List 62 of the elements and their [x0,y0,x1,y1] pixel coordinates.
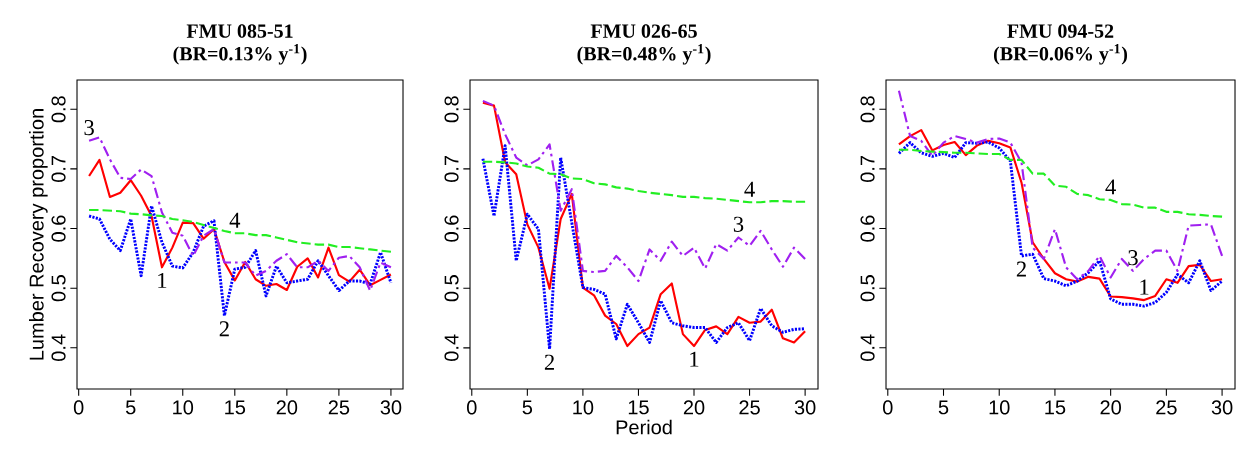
y-tick-label: 0.6 [444,215,459,242]
chart-subtitle: (BR=0.06% y$^{-1}$) [993,44,1128,65]
y-tick-label: 0.8 [51,96,66,123]
x-tick-label: 0 [73,400,84,415]
x-tick-label: 5 [938,400,949,415]
annotation: 3 [84,120,94,136]
annotation: 4 [1105,179,1116,195]
line-series [897,89,1224,281]
y-tick-label: 0.6 [51,215,66,242]
x-tick-label: 30 [380,400,402,415]
annotation: 4 [229,212,241,228]
annotation: 2 [219,321,229,337]
x-tick-label: 5 [522,400,533,415]
y-tick-label: 0.7 [860,155,875,183]
chart-title: FMU 094-52 [1007,24,1114,38]
annotation: 2 [1016,261,1026,277]
x-tick-label: 15 [225,400,246,415]
x-tick-label: 25 [1156,400,1177,415]
x-tick-label: 25 [739,400,760,415]
y-tick-label: 0.5 [51,275,66,302]
chart-subtitle: (BR=0.48% y$^{-1}$) [577,44,711,65]
y-tick-label: 0.8 [444,96,459,123]
annotation: 4 [744,181,755,197]
x-tick-label: 0 [883,400,893,415]
line-series [87,204,393,318]
y-tick-label: 0.4 [51,334,66,361]
x-tick-label: 20 [276,400,298,415]
x-tick-label: 30 [1211,400,1233,415]
y-tick-label: 0.4 [444,334,459,361]
chart-title: FMU 026-65 [590,24,697,38]
annotation: 1 [690,351,699,367]
y-tick-label: 0.5 [860,275,875,302]
annotation: 1 [158,272,167,288]
line-series [481,144,807,351]
line-series [481,101,807,348]
x-tick-label: 10 [573,400,594,415]
x-tick-label: 25 [328,400,350,415]
x-tick-label: 15 [628,400,649,415]
annotation: 2 [544,354,554,370]
x-tick-label: 10 [173,400,194,415]
line-series [481,99,807,283]
y-tick-label: 0.8 [860,96,875,123]
y-tick-label: 0.7 [51,155,66,183]
y-tick-label: 0.5 [444,275,459,302]
x-tick-label: 30 [794,400,816,415]
annotation: 3 [1128,250,1138,266]
x-tick-label: 5 [125,400,136,415]
x-tick-label: 0 [467,400,477,415]
y-tick-label: 0.7 [444,155,459,183]
y-tick-label: 0.4 [860,334,875,361]
x-tick-label: 10 [989,400,1010,415]
x-tick-label: 20 [1100,400,1121,415]
line-series [897,148,1224,218]
x-tick-label: 15 [1045,400,1066,415]
chart-title: FMU 085-51 [186,24,293,38]
annotation: 1 [1140,279,1149,295]
y-axis-title: Lumber Recovery proportion [29,109,48,360]
chart-subtitle: (BR=0.13% y$^{-1}$) [173,44,307,65]
x-axis-title: Period [616,419,672,435]
x-tick-label: 20 [683,400,705,415]
y-tick-label: 0.6 [860,215,875,242]
annotation: 3 [733,216,744,232]
